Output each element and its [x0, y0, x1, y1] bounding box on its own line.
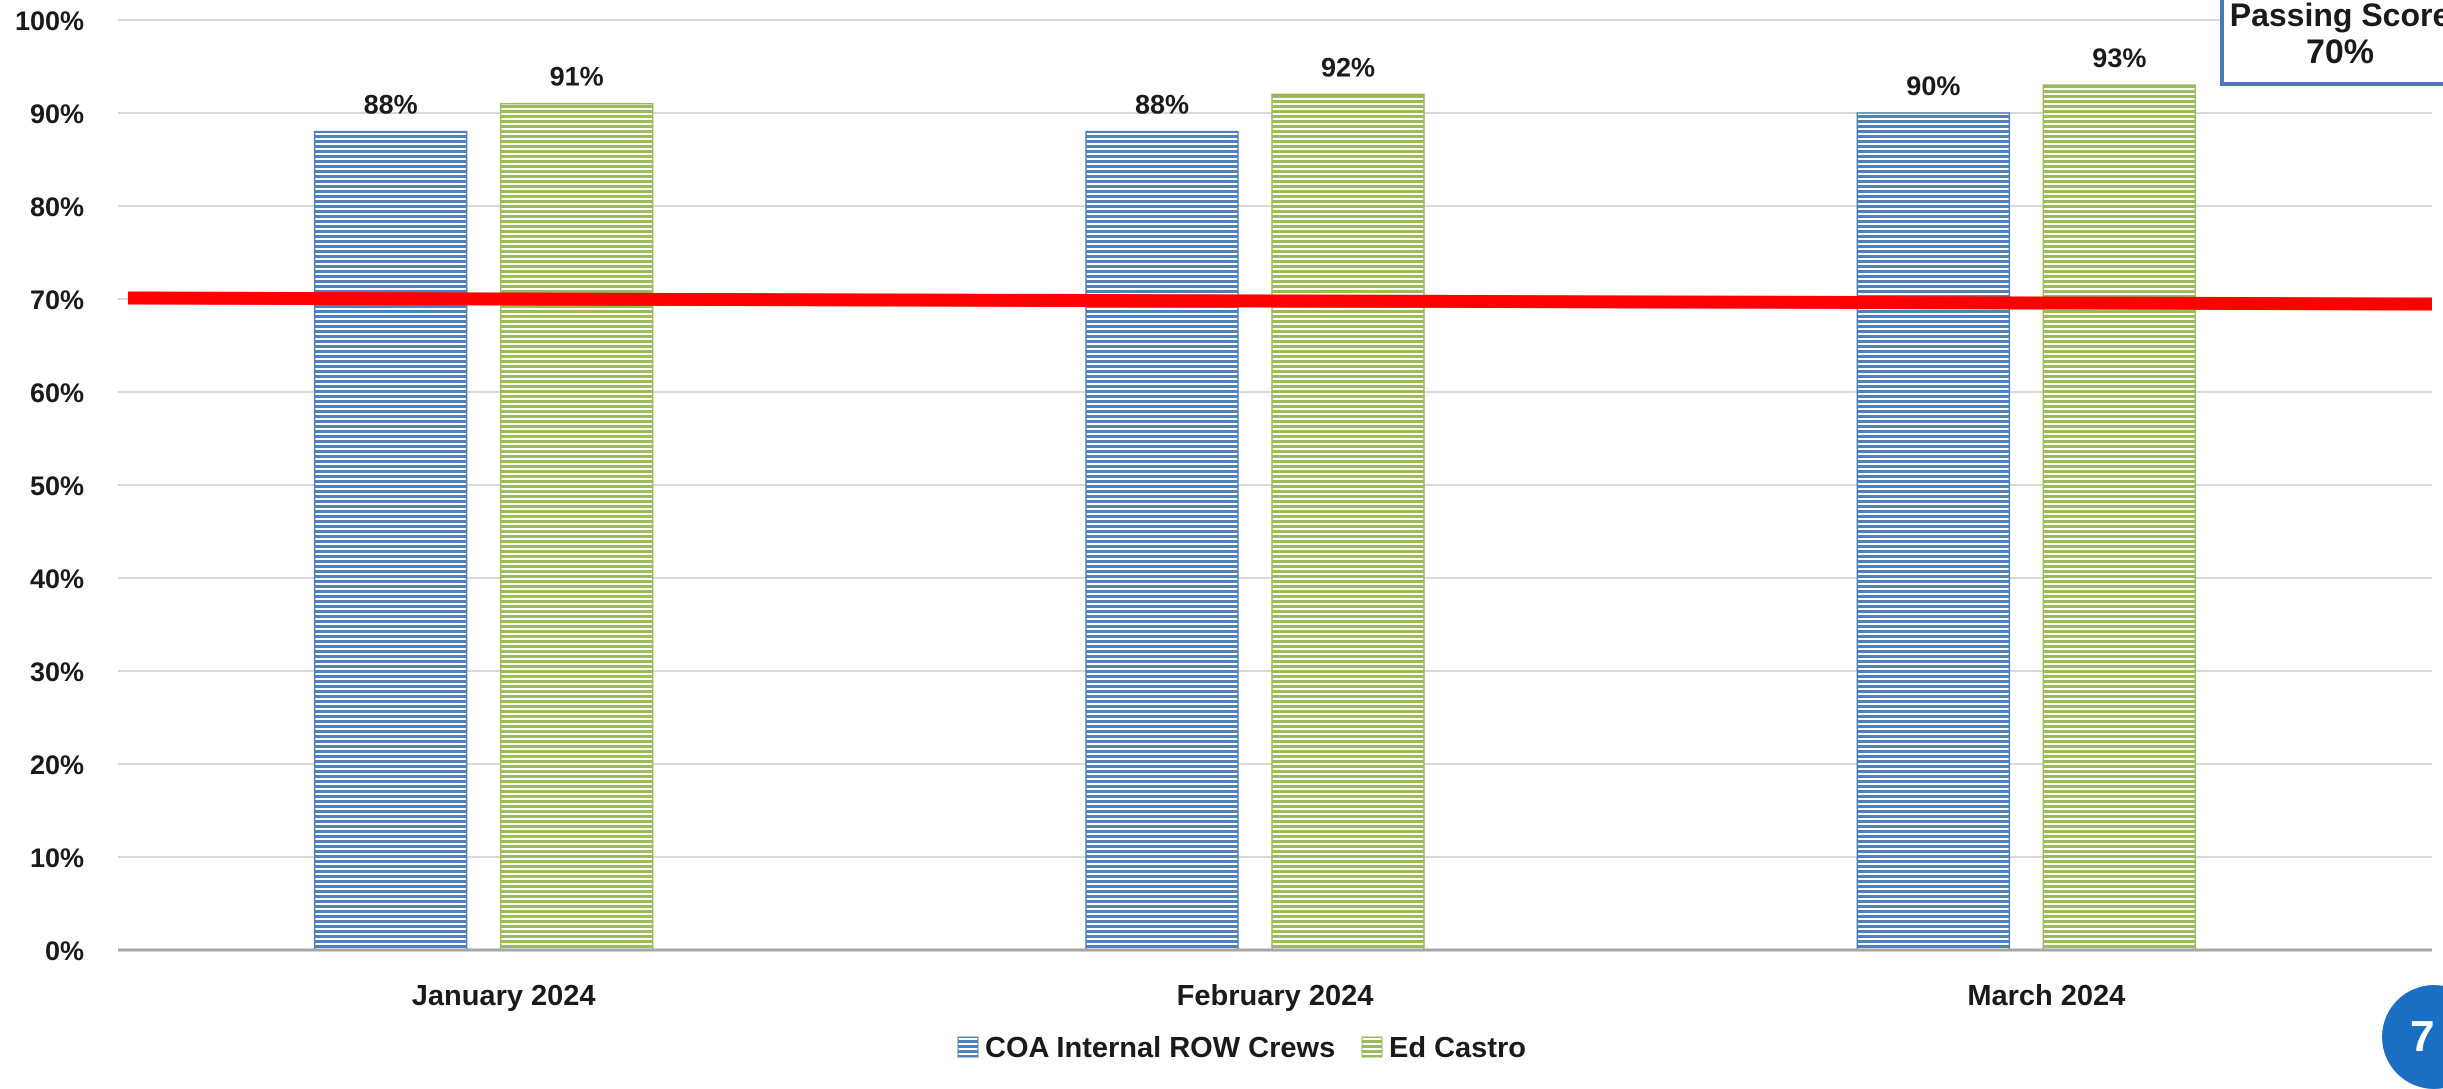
- y-axis-tick-labels: 0% 10% 20% 30% 40% 50% 60% 70% 80% 90% 100%: [15, 6, 84, 966]
- legend-swatch-0: [957, 1036, 979, 1058]
- data-label: 92%: [1321, 52, 1375, 82]
- category-label: February 2024: [1177, 980, 1374, 1012]
- y-tick-label: 20%: [30, 750, 84, 780]
- bar-coa-internal-1: [1085, 130, 1239, 951]
- callout-title: Passing Score: [2229, 0, 2443, 33]
- y-tick-label: 60%: [30, 378, 84, 408]
- category-label: January 2024: [412, 980, 596, 1012]
- data-label: 91%: [550, 62, 604, 92]
- category-labels: January 2024 February 2024 March 2024: [412, 980, 2126, 1012]
- passing-score-callout: Passing Score 70%: [2220, 0, 2443, 86]
- data-label: 90%: [1906, 71, 1960, 101]
- category-label: March 2024: [1967, 980, 2125, 1012]
- legend-label-0: COA Internal ROW Crews: [985, 1032, 1335, 1064]
- bar-ed-castro-2: [2042, 84, 2197, 951]
- bar-coa-internal-0: [313, 130, 468, 951]
- bar-ed-castro-1: [1271, 93, 1425, 951]
- y-tick-label: 10%: [30, 843, 84, 873]
- legend-swatch-1: [1361, 1036, 1383, 1058]
- threshold-line: [127, 291, 2433, 311]
- callout-value: 70%: [2305, 33, 2375, 71]
- y-tick-label: 80%: [30, 192, 84, 222]
- bars: [313, 84, 2197, 951]
- y-tick-label: 90%: [30, 99, 84, 129]
- y-tick-label: 70%: [30, 285, 84, 315]
- data-label: 88%: [364, 90, 418, 120]
- y-tick-label: 0%: [45, 936, 84, 966]
- bar-coa-internal-2: [1856, 112, 2011, 951]
- y-tick-label: 50%: [30, 471, 84, 501]
- y-tick-label: 30%: [30, 657, 84, 687]
- legend: COA Internal ROW Crews Ed Castro: [957, 1032, 1526, 1064]
- data-label: 93%: [2092, 43, 2146, 73]
- passing-threshold-line: [127, 291, 2433, 311]
- data-label: 88%: [1135, 90, 1189, 120]
- data-labels: 88% 91% 88% 92% 90% 93%: [364, 43, 2147, 120]
- y-tick-label: 100%: [15, 6, 84, 36]
- y-tick-label: 40%: [30, 564, 84, 594]
- bar-ed-castro-0: [499, 102, 654, 951]
- legend-label-1: Ed Castro: [1389, 1032, 1526, 1064]
